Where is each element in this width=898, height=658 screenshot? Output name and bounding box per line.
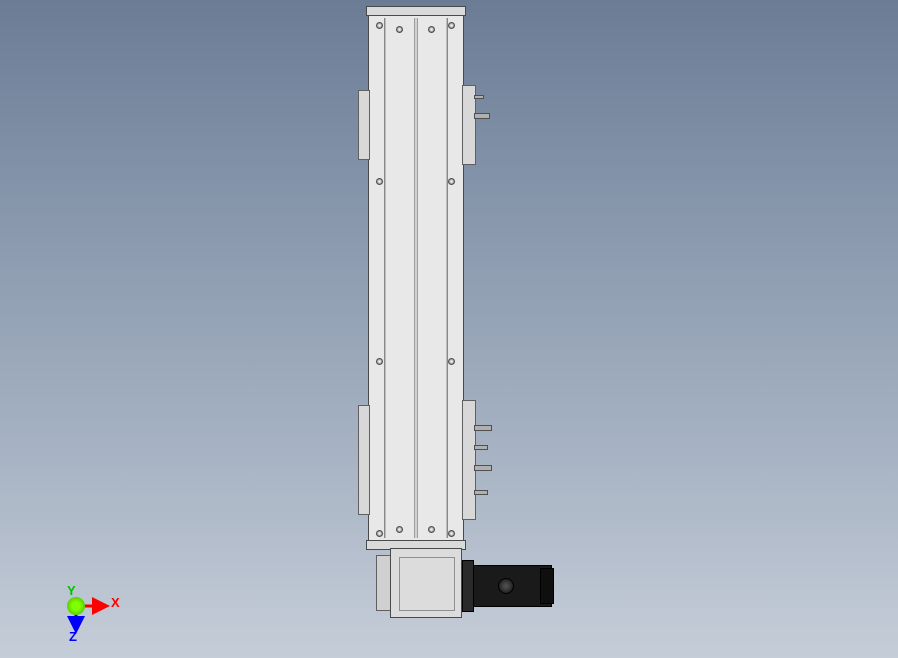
screw-icon xyxy=(376,530,383,537)
z-axis-label: Z xyxy=(69,629,77,644)
motor-shaft-icon xyxy=(498,578,514,594)
rail-end-plate-top xyxy=(366,6,466,16)
cad-viewport[interactable]: Y X Z xyxy=(0,0,898,658)
standoff-icon xyxy=(474,95,484,99)
rail-groove-right xyxy=(446,18,448,538)
screw-icon xyxy=(376,358,383,365)
screw-icon xyxy=(428,526,435,533)
screw-icon xyxy=(396,526,403,533)
screw-icon xyxy=(448,22,455,29)
standoff-icon xyxy=(474,465,492,471)
gearbox-face xyxy=(399,557,455,611)
standoff-icon xyxy=(474,490,488,495)
screw-icon xyxy=(376,178,383,185)
rail-groove-left xyxy=(384,18,386,538)
rail-assembly xyxy=(368,8,464,548)
coordinate-triad[interactable]: Y X Z xyxy=(55,565,125,635)
standoff-icon xyxy=(474,113,490,119)
screw-icon xyxy=(428,26,435,33)
standoff-icon xyxy=(474,445,488,450)
screw-icon xyxy=(448,530,455,537)
screw-icon xyxy=(376,22,383,29)
motor-flange xyxy=(462,560,474,612)
triad-origin-icon xyxy=(67,597,85,615)
y-axis-label: Y xyxy=(67,583,76,598)
rail-groove-center xyxy=(414,18,418,538)
bracket-left-lower xyxy=(358,405,370,515)
bracket-right-lower xyxy=(462,400,476,520)
gearbox-housing xyxy=(390,548,462,618)
standoff-icon xyxy=(474,425,492,431)
screw-icon xyxy=(448,358,455,365)
x-axis-label: X xyxy=(111,595,120,610)
screw-icon xyxy=(396,26,403,33)
screw-icon xyxy=(448,178,455,185)
bracket-left-upper xyxy=(358,90,370,160)
motor-end-cap xyxy=(540,568,554,604)
